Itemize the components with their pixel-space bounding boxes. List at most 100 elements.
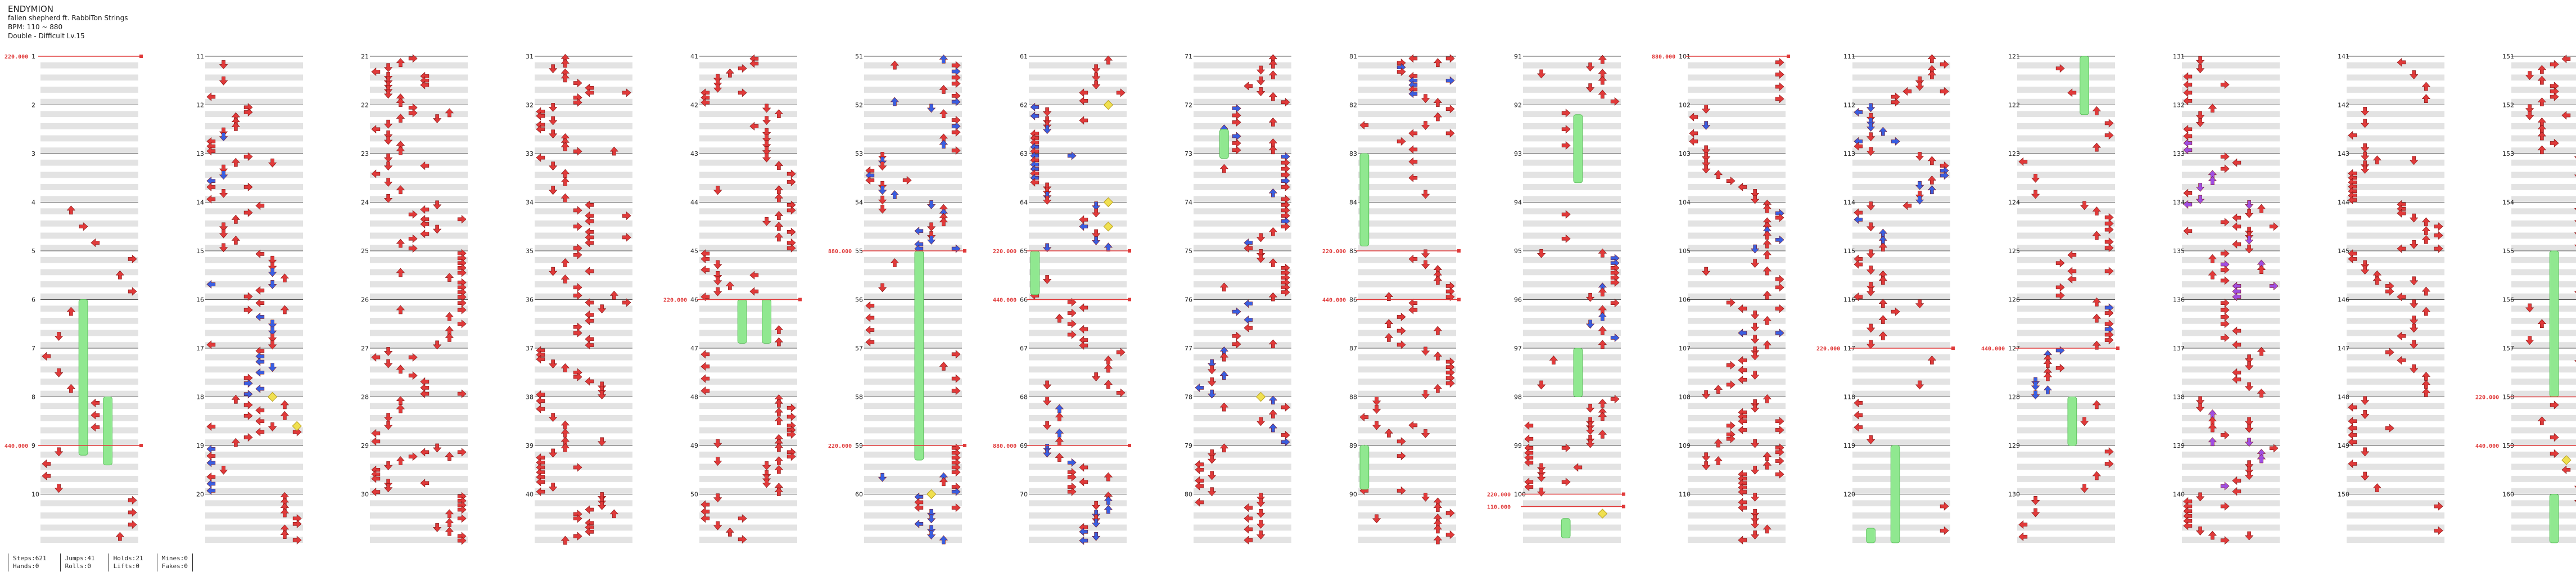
step-arrow	[2574, 156, 2576, 159]
arrow-shape	[1878, 331, 1888, 340]
arrow-shape	[1091, 236, 1101, 245]
step-arrow	[1598, 287, 1607, 296]
beat-stripe	[205, 269, 303, 276]
measure-number: 107	[1679, 345, 1691, 352]
beat-stripe	[205, 512, 303, 519]
beat-stripe	[370, 184, 468, 190]
step-arrow	[2574, 500, 2576, 502]
arrow-shape	[878, 161, 887, 171]
beat-stripe	[205, 476, 303, 482]
step-arrow	[1207, 471, 1217, 480]
bpm-label: 220.000	[4, 54, 28, 60]
beat-stripe	[1688, 317, 1786, 324]
arrow-shape	[2104, 130, 2114, 140]
step-arrow	[2043, 385, 2053, 395]
beat-stripe	[1029, 390, 1127, 397]
step-arrow	[774, 232, 784, 242]
beat-stripe	[1029, 512, 1127, 519]
step-arrow	[1573, 463, 1583, 472]
beat-stripe	[1523, 403, 1621, 410]
arrow-shape	[585, 527, 594, 537]
arrow-shape	[2043, 385, 2053, 395]
step-arrow	[383, 483, 393, 493]
arrow-shape	[383, 76, 393, 86]
step-arrow	[2208, 104, 2217, 112]
step-arrow	[1372, 514, 1381, 524]
step-arrow	[2092, 206, 2102, 216]
step-arrow	[1701, 121, 1711, 130]
beat-stripe	[1523, 184, 1621, 190]
step-arrow	[268, 255, 277, 265]
beat-stripe	[1688, 512, 1786, 519]
beat-stripe	[1358, 159, 1456, 166]
beat-stripe	[1194, 172, 1291, 178]
step-arrow	[445, 518, 454, 527]
measure-number: 129	[2008, 442, 2020, 449]
beat-stripe	[1194, 379, 1291, 385]
step-arrow	[1915, 299, 1924, 309]
measure: 73	[1185, 150, 1291, 202]
arrow-shape	[1281, 287, 1290, 297]
beat-stripe	[1852, 476, 1950, 482]
arrow-shape	[1445, 379, 1455, 388]
beat-stripe	[370, 390, 468, 397]
measure-number: 25	[361, 248, 369, 255]
step-arrow	[774, 456, 784, 465]
beat-stripe	[2182, 269, 2280, 276]
beat-stripe	[1688, 184, 1786, 190]
arrow-shape	[1598, 287, 1607, 296]
mine-note	[1597, 508, 1608, 519]
step-arrow	[79, 222, 88, 231]
measure-number: 134	[2173, 199, 2185, 206]
step-arrow	[2018, 157, 2028, 166]
beat-stripe	[370, 451, 468, 458]
arrow-shape	[1079, 478, 1088, 487]
hold-note	[2549, 250, 2559, 397]
beat-stripe	[864, 451, 962, 458]
step-arrow	[268, 326, 277, 336]
arrow-shape	[2104, 335, 2114, 345]
arrow-shape	[927, 508, 936, 518]
arrow-shape	[1219, 371, 1229, 380]
beat-stripe	[205, 111, 303, 118]
beat-stripe	[699, 256, 797, 263]
arrow-shape	[2409, 340, 2419, 349]
arrow-shape	[2244, 460, 2254, 470]
step-arrow	[2031, 173, 2040, 183]
beat-stripe	[699, 208, 797, 215]
arrow-shape	[1750, 322, 1760, 332]
measure: 58	[855, 394, 962, 446]
arrow-shape	[939, 477, 948, 487]
beat-stripe	[1029, 451, 1127, 458]
arrow-shape	[1775, 274, 1784, 284]
arrow-shape	[713, 439, 722, 448]
beat-stripe	[1852, 512, 1950, 519]
step-arrow	[383, 479, 393, 488]
step-arrow	[2183, 521, 2193, 530]
arrow-shape	[713, 287, 722, 296]
arrow-shape	[1585, 320, 1595, 329]
beat-stripe	[1688, 488, 1786, 494]
beat-stripe	[205, 500, 303, 507]
arrow-shape	[1775, 425, 1784, 435]
arrow-shape	[396, 456, 405, 465]
step-arrow	[1915, 380, 1924, 390]
beat-stripe	[2511, 111, 2576, 118]
beat-stripe	[2017, 281, 2115, 287]
step-arrow	[548, 359, 558, 368]
bpm-label: 440.000	[1981, 346, 2005, 352]
beat-stripe	[699, 245, 797, 251]
measure-number: 99	[1514, 442, 1522, 449]
arrow-shape	[2421, 82, 2431, 91]
step-arrow	[1762, 231, 1772, 240]
beat-stripe	[2347, 172, 2444, 178]
beat-stripe	[2347, 208, 2444, 215]
beat-stripe	[1358, 123, 1456, 129]
step-arrow	[445, 509, 454, 519]
step-arrow	[536, 397, 545, 406]
arrow-shape	[1433, 58, 1443, 68]
step-arrow	[1219, 402, 1229, 412]
step-arrow	[1256, 493, 1266, 502]
step-arrow	[1878, 299, 1888, 308]
measure: 63	[1020, 150, 1127, 202]
